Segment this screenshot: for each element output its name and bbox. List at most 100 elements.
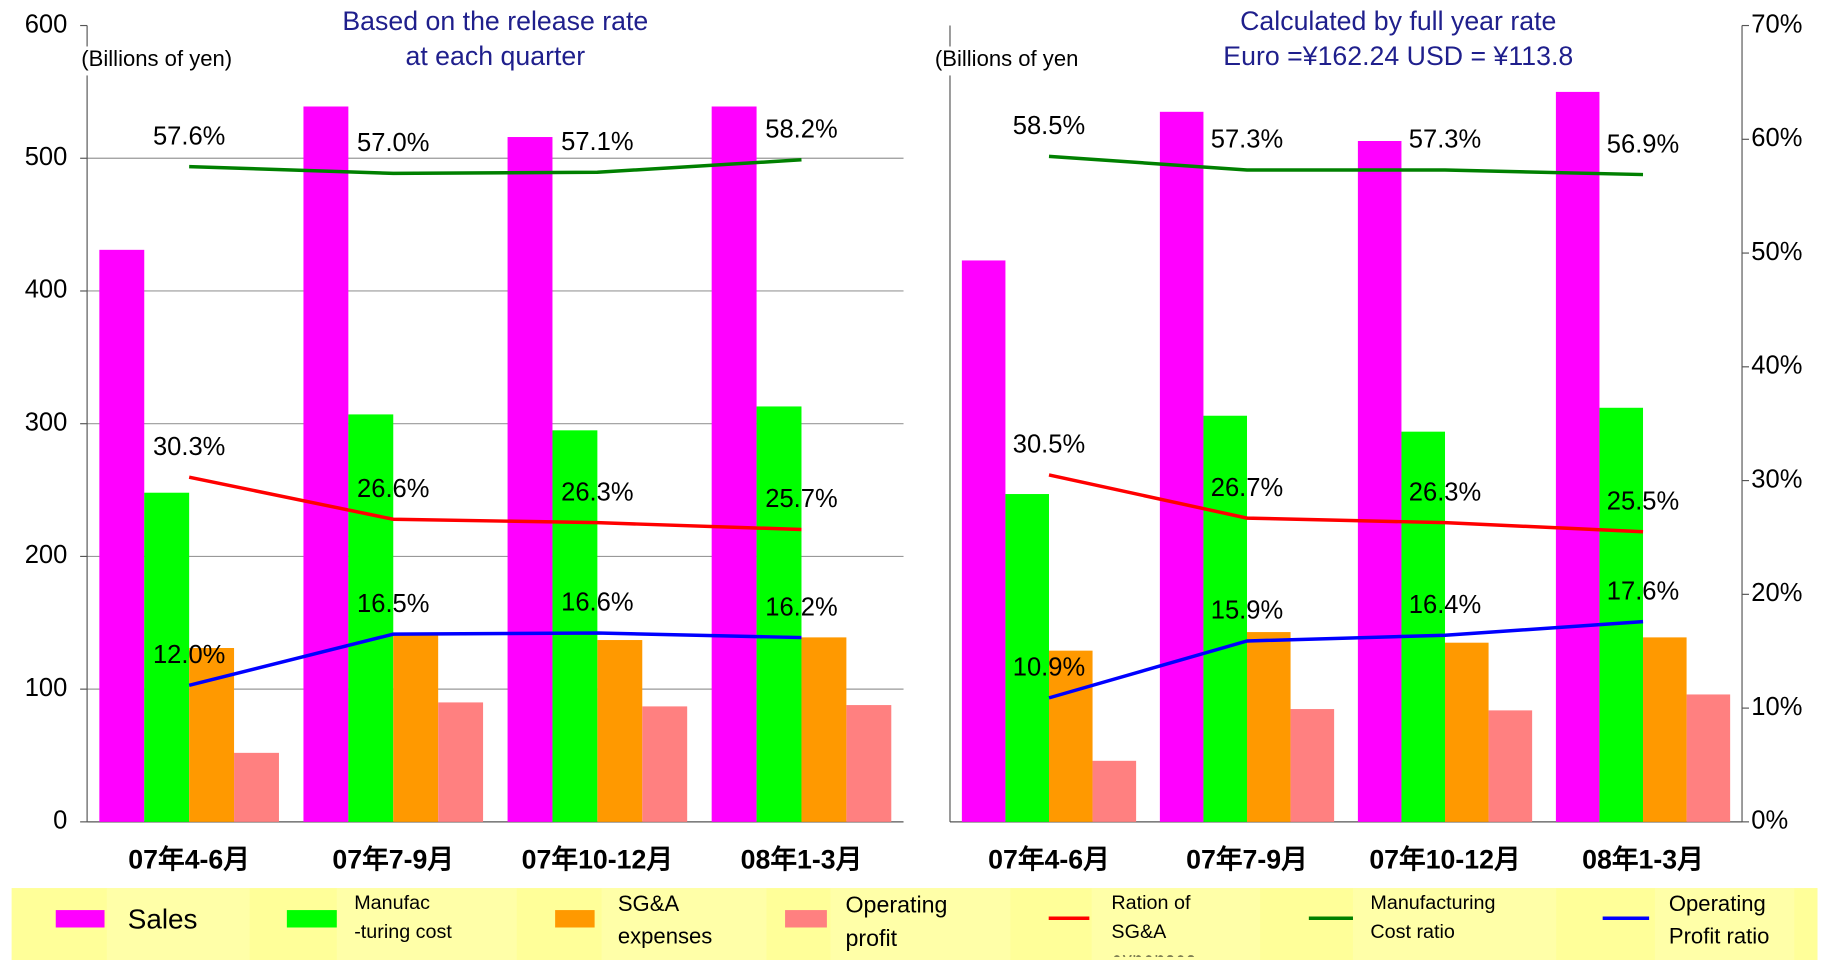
bar	[144, 492, 190, 822]
x-tick-label: 07年7-9月	[1186, 844, 1308, 874]
legend-item-background	[830, 888, 1011, 960]
bar	[393, 633, 439, 822]
bar	[1005, 494, 1049, 822]
bar	[1092, 760, 1137, 822]
y2-tick-label: 10%	[1751, 693, 1802, 721]
legend-swatch	[55, 910, 105, 928]
bar	[846, 705, 892, 822]
data-label: 16.4%	[1409, 591, 1481, 619]
legend-label-box: Ration of SG&A expenses	[1111, 891, 1196, 957]
bar	[756, 406, 802, 822]
legend-item-background	[1352, 888, 1557, 960]
legend-label: SG&A expenses	[617, 892, 713, 950]
legend-label-box: Manufac -turing cost	[354, 891, 452, 943]
y-axis-label-box: (Billions of yen	[934, 46, 1107, 76]
x-tick-label: 08年1-3月	[1582, 844, 1704, 874]
y-axis-label: (Billions of yen)	[81, 46, 279, 76]
legend-swatch	[286, 910, 337, 928]
bar	[507, 137, 553, 822]
legend-swatch	[785, 910, 827, 928]
y2-tick-label: 50%	[1751, 238, 1802, 266]
bar	[1247, 632, 1291, 822]
data-label: 57.3%	[1211, 126, 1283, 154]
data-label: 25.5%	[1607, 488, 1679, 516]
bar	[1686, 694, 1731, 822]
legend-item-background	[1091, 888, 1261, 960]
line	[188, 475, 802, 532]
bar	[1048, 650, 1093, 822]
bar	[1203, 415, 1248, 822]
data-label: 15.9%	[1211, 597, 1283, 625]
chart-title: Calculated by full year rate Euro =¥162.…	[1148, 4, 1648, 75]
bar	[1159, 111, 1204, 822]
y2-tick-label: 60%	[1751, 124, 1802, 152]
x-tick-label: 07年7-9月	[332, 844, 454, 874]
data-label: 16.5%	[357, 590, 429, 618]
bar	[438, 702, 484, 822]
legend-label-box: Operating profit	[845, 893, 947, 952]
data-label: 56.9%	[1607, 130, 1679, 158]
bar	[303, 106, 349, 822]
y-axis-label: (Billions of yen	[934, 46, 1107, 76]
legend-label: Sales	[127, 904, 198, 936]
bar	[1488, 710, 1533, 822]
y-tick-label: 200	[25, 541, 68, 569]
legend-item-background	[1654, 888, 1795, 960]
chart-title-box: Calculated by full year rate Euro =¥162.…	[1148, 4, 1648, 75]
data-label: 26.3%	[1409, 478, 1481, 506]
chart-title: Based on the release rate at each quarte…	[245, 4, 746, 75]
legend-item-background	[601, 888, 767, 960]
chart-title-box: Based on the release rate at each quarte…	[245, 4, 746, 75]
bar	[1357, 141, 1402, 822]
line	[1048, 619, 1644, 700]
legend-item-background	[106, 888, 250, 960]
bar	[801, 637, 847, 822]
bar	[597, 640, 643, 822]
legend-label: Manufac -turing cost	[354, 891, 452, 943]
data-label: 16.2%	[765, 593, 837, 621]
bar	[961, 260, 1006, 822]
bar	[1555, 91, 1600, 822]
legend-label-box: Operating Profit ratio	[1668, 892, 1770, 950]
data-label: 26.7%	[1211, 474, 1283, 502]
data-label: 25.7%	[765, 485, 837, 513]
bar	[711, 106, 757, 822]
y-tick-label: 300	[25, 408, 68, 436]
bar	[1445, 642, 1489, 822]
legend-label: Manufacturing Cost ratio	[1370, 891, 1496, 943]
bar	[234, 752, 279, 822]
legend-label: Ration of SG&A expenses	[1111, 891, 1196, 957]
y-tick-label: 0	[53, 807, 67, 835]
line	[1048, 154, 1644, 177]
legend-label-box: Sales	[127, 904, 198, 936]
line	[188, 631, 802, 688]
x-tick-label: 07年4-6月	[988, 844, 1110, 874]
bar	[642, 706, 688, 822]
data-label: 30.5%	[1013, 431, 1085, 459]
bar	[99, 249, 145, 822]
bar	[1599, 407, 1644, 822]
line	[189, 158, 802, 176]
x-tick-label: 07年4-6月	[128, 844, 250, 874]
legend-item-background	[336, 888, 517, 960]
data-label: 26.3%	[561, 478, 633, 506]
x-tick-label: 07年10-12月	[522, 844, 673, 874]
bar	[552, 430, 598, 822]
data-label: 58.2%	[765, 116, 837, 144]
y2-tick-label: 30%	[1751, 465, 1802, 493]
data-label: 57.6%	[153, 122, 225, 150]
y2-tick-label: 40%	[1751, 352, 1802, 380]
bar	[348, 414, 394, 822]
data-label: 12.0%	[153, 641, 225, 669]
legend-label-box: Manufacturing Cost ratio	[1370, 891, 1496, 943]
legend-label: Operating Profit ratio	[1668, 892, 1770, 950]
y2-tick-label: 70%	[1751, 10, 1802, 38]
y2-tick-label: 0%	[1751, 807, 1788, 835]
y-tick-label: 500	[25, 143, 68, 171]
data-label: 57.1%	[561, 128, 633, 156]
data-label: 17.6%	[1607, 577, 1679, 605]
data-label: 57.3%	[1409, 126, 1481, 154]
x-tick-label: 07年10-12月	[1369, 844, 1520, 874]
